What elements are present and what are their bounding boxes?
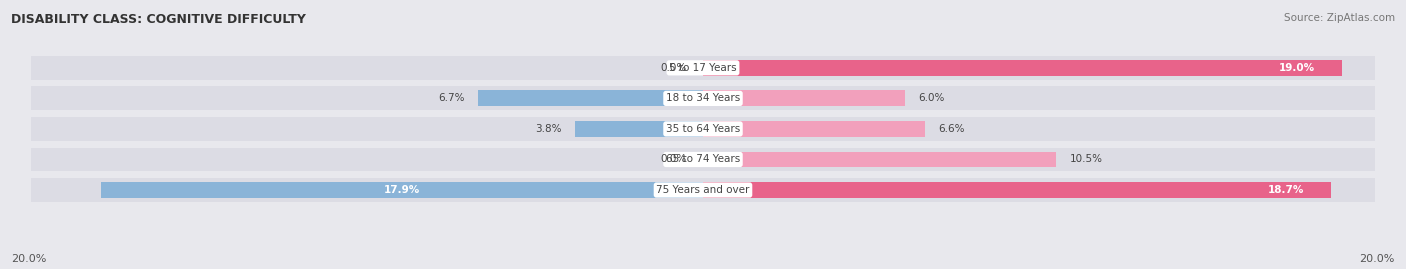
Text: 19.0%: 19.0% [1278, 63, 1315, 73]
Bar [703, 148, 1375, 171]
Text: 0.0%: 0.0% [659, 63, 686, 73]
Text: DISABILITY CLASS: COGNITIVE DIFFICULTY: DISABILITY CLASS: COGNITIVE DIFFICULTY [11, 13, 307, 26]
Bar [31, 178, 703, 202]
Bar [575, 121, 703, 137]
Text: 0.0%: 0.0% [659, 154, 686, 164]
Bar [703, 56, 1375, 80]
Text: 17.9%: 17.9% [384, 185, 420, 195]
Text: 5 to 17 Years: 5 to 17 Years [669, 63, 737, 73]
Bar [31, 117, 703, 141]
Text: 3.8%: 3.8% [536, 124, 562, 134]
Bar [703, 90, 904, 106]
Bar [703, 86, 1375, 110]
Bar [31, 56, 703, 80]
Text: 18 to 34 Years: 18 to 34 Years [666, 93, 740, 103]
Text: 6.7%: 6.7% [437, 93, 464, 103]
Text: Source: ZipAtlas.com: Source: ZipAtlas.com [1284, 13, 1395, 23]
Text: 35 to 64 Years: 35 to 64 Years [666, 124, 740, 134]
Text: 20.0%: 20.0% [1360, 254, 1395, 264]
Text: 18.7%: 18.7% [1268, 185, 1305, 195]
Bar [31, 148, 703, 171]
Text: 6.6%: 6.6% [938, 124, 965, 134]
Bar [703, 117, 1375, 141]
Bar [478, 90, 703, 106]
Bar [703, 182, 1331, 198]
Text: 65 to 74 Years: 65 to 74 Years [666, 154, 740, 164]
Bar [703, 151, 1056, 167]
Bar [703, 60, 1341, 76]
Text: 10.5%: 10.5% [1070, 154, 1102, 164]
Bar [703, 121, 925, 137]
Text: 75 Years and over: 75 Years and over [657, 185, 749, 195]
Text: 6.0%: 6.0% [918, 93, 945, 103]
Bar [101, 182, 703, 198]
Bar [31, 86, 703, 110]
Text: 20.0%: 20.0% [11, 254, 46, 264]
Bar [703, 178, 1375, 202]
